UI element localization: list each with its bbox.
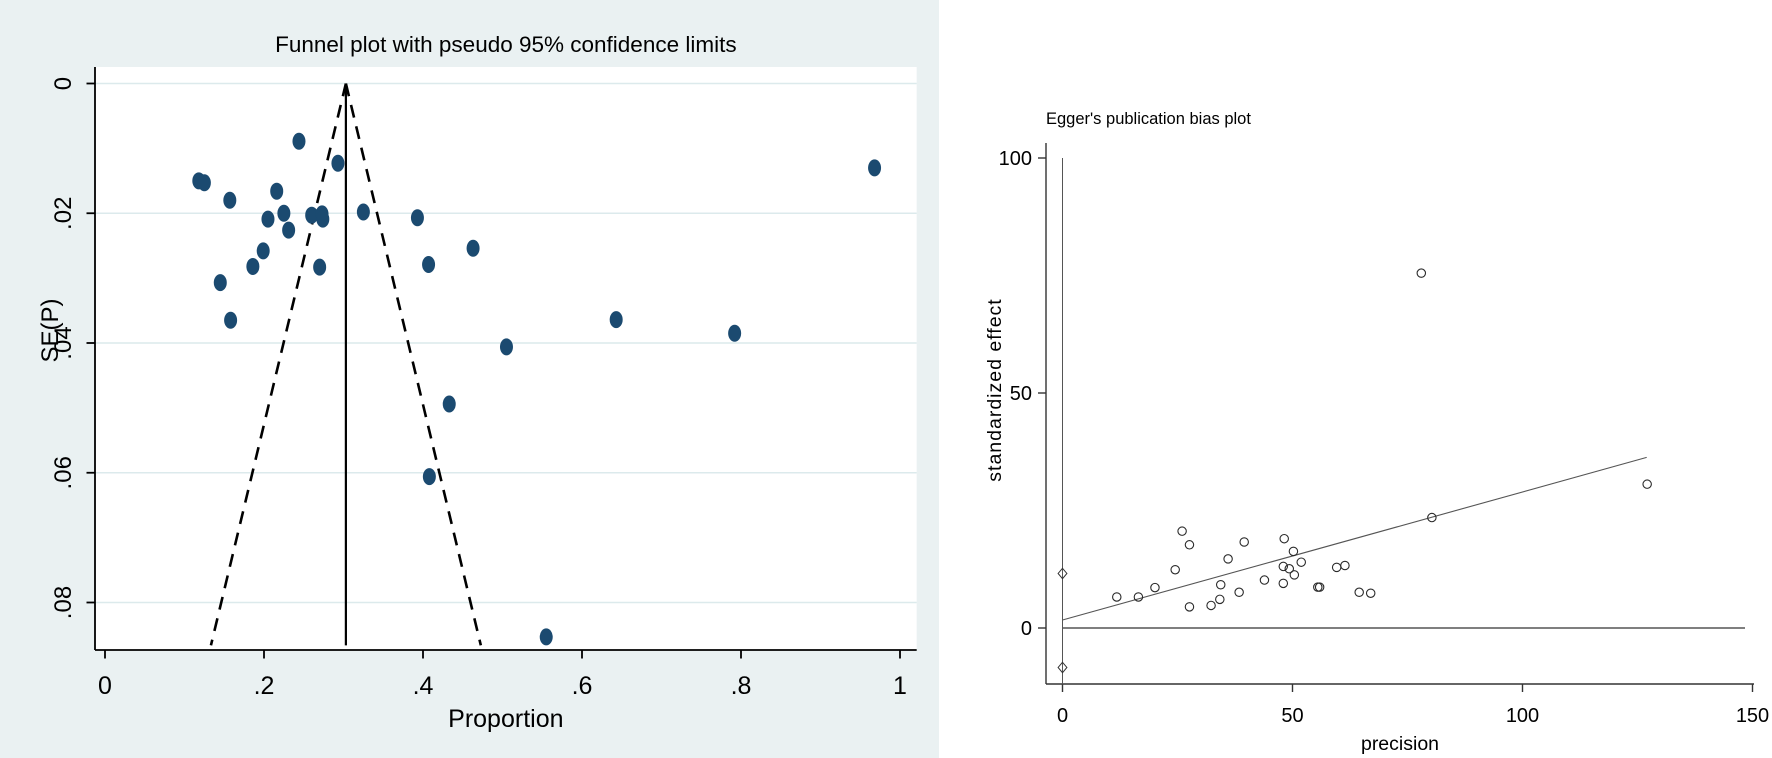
x-tick-label: 150: [1736, 705, 1769, 727]
study-point: [868, 159, 882, 177]
study-point: [1206, 600, 1216, 611]
y-tick-label: 50: [1010, 383, 1032, 405]
study-point: [316, 210, 330, 228]
study-point: [223, 191, 237, 209]
egger-regression-line: [1062, 456, 1647, 621]
funnel-x-axis-title: Proportion: [448, 705, 563, 733]
x-tick-label: 50: [1281, 705, 1303, 727]
study-point: [1234, 587, 1244, 598]
y-tick-label: 0: [1021, 618, 1032, 640]
study-point: [1278, 561, 1289, 572]
x-tick-label: 1: [893, 672, 907, 700]
study-point: [1279, 533, 1289, 544]
y-tick-label: .08: [50, 586, 77, 619]
study-point: [305, 206, 319, 224]
y-tick-label: 100: [999, 148, 1032, 170]
egger-plot-svg: 0 50 100 0 50 100 150 Egger's publication bias …: [984, 110, 1769, 755]
y-tick-label: 0: [50, 77, 77, 90]
egger-y-axis-title: standardized effect: [984, 298, 1006, 481]
x-tick-label: 0: [1057, 705, 1068, 727]
study-point: [728, 324, 742, 342]
y-tick-label: .02: [50, 197, 77, 230]
egger-plot-panel: 0 50 100 0 50 100 150 Egger's publication bias …: [939, 0, 1772, 758]
study-point: [466, 239, 480, 257]
intercept-ci-diamond: [1057, 661, 1068, 674]
study-point: [1133, 592, 1144, 602]
study-point: [1284, 564, 1295, 574]
study-point: [1314, 582, 1325, 592]
study-point: [1289, 570, 1300, 580]
egger-x-axis-title: precision: [1361, 733, 1439, 755]
egger-plot-title: Egger's publication bias plot: [1046, 110, 1251, 128]
study-point: [197, 174, 211, 192]
study-point: [356, 203, 370, 221]
funnel-plot-title: Funnel plot with pseudo 95% confidence l…: [275, 32, 737, 57]
study-point: [1331, 562, 1342, 573]
study-point: [1223, 554, 1233, 564]
study-point: [1184, 540, 1195, 550]
funnel-plot-svg: 0 .02 .04 .06 .08 0 .2 .4 .6 .8 1 Funnel plot with …: [37, 32, 917, 733]
study-point: [1150, 582, 1160, 593]
intercept-ci-diamond: [1057, 567, 1068, 580]
study-point: [499, 338, 513, 356]
study-point: [1642, 479, 1652, 489]
study-point: [277, 204, 291, 222]
funnel-y-axis-title: SE(P): [37, 298, 64, 362]
funnel-plot-panel: 0 .02 .04 .06 .08 0 .2 .4 .6 .8 1 Funnel plot with …: [0, 0, 939, 758]
study-point: [1112, 592, 1122, 602]
study-point: [292, 132, 306, 150]
study-point: [224, 311, 238, 329]
study-point: [1427, 512, 1437, 523]
study-point: [442, 395, 456, 413]
pseudo-ci-right-line: [344, 83, 483, 646]
x-tick-label: 0: [98, 672, 112, 700]
study-point: [1215, 580, 1226, 590]
study-point: [1278, 578, 1289, 589]
study-point: [256, 242, 270, 260]
study-point: [539, 628, 553, 646]
x-tick-label: .6: [572, 672, 593, 700]
study-point: [313, 258, 327, 276]
study-point: [270, 182, 284, 200]
pseudo-ci-left-line: [209, 83, 348, 646]
study-point: [1416, 268, 1427, 278]
study-point: [1340, 560, 1350, 571]
y-tick-label: .06: [50, 456, 77, 489]
study-point: [410, 209, 424, 227]
x-tick-label: 100: [1506, 705, 1539, 727]
study-point: [609, 311, 623, 329]
study-point: [422, 468, 436, 486]
study-point: [261, 210, 275, 228]
study-point: [1354, 587, 1364, 598]
study-point: [1296, 557, 1306, 567]
y-tick-label: .04: [50, 326, 77, 359]
study-point: [1313, 582, 1323, 592]
x-tick-label: .8: [731, 672, 752, 700]
study-point: [1184, 602, 1195, 612]
study-point: [1170, 564, 1180, 575]
study-point: [1177, 526, 1187, 536]
study-point: [282, 221, 296, 239]
x-tick-label: .4: [413, 672, 434, 700]
study-point: [1288, 546, 1299, 557]
study-point: [422, 256, 436, 274]
study-point: [331, 154, 345, 172]
x-tick-label: .2: [254, 672, 275, 700]
study-point: [1365, 588, 1376, 598]
study-point: [1259, 575, 1270, 585]
plot-area: [95, 67, 917, 650]
study-point: [246, 257, 260, 275]
study-point: [1215, 594, 1225, 605]
study-point: [1239, 537, 1249, 547]
study-point: [213, 274, 227, 292]
